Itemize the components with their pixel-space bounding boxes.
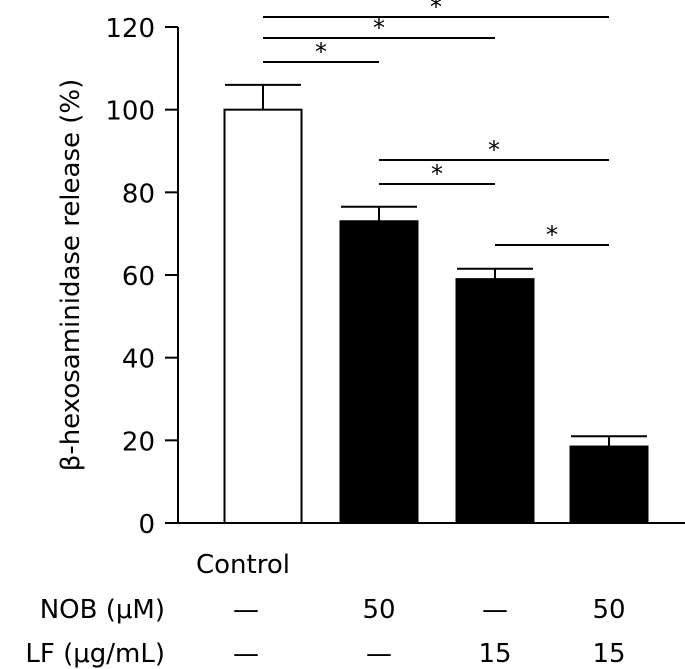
- bar: [223, 108, 303, 525]
- treatment-label: LF (μg/mL): [25, 639, 165, 669]
- treatment-value: —: [366, 639, 392, 669]
- significance-star: *: [315, 38, 327, 66]
- error-bars: [225, 83, 647, 447]
- treatment-value: 50: [592, 595, 625, 625]
- y-tick-label: 120: [105, 14, 155, 44]
- bar: [569, 445, 649, 524]
- x-category-labels: Control: [196, 550, 290, 580]
- y-axis-ticks: 0 20 40 60 80 100 120: [105, 14, 178, 540]
- significance-star: *: [488, 136, 500, 164]
- significance-star: *: [431, 160, 443, 188]
- treatment-value: 15: [592, 639, 625, 669]
- treatment-table: NOB (μM) — 50 — 50 LF (μg/mL) — — 15 15: [25, 595, 625, 669]
- bar: [339, 220, 419, 524]
- treatment-value: —: [233, 639, 259, 669]
- y-tick-label: 60: [122, 262, 155, 292]
- treatment-value: —: [233, 595, 259, 625]
- significance-star: *: [546, 221, 558, 249]
- y-axis-label: β-hexosaminidase release (%): [56, 79, 86, 472]
- x-category-label: Control: [196, 550, 290, 580]
- y-tick-label: 40: [122, 345, 155, 375]
- significance-star: *: [373, 14, 385, 42]
- y-tick-label: 20: [122, 427, 155, 457]
- significance-star: *: [430, 0, 442, 21]
- treatment-label: NOB (μM): [40, 595, 165, 625]
- treatment-value: —: [482, 595, 508, 625]
- y-tick-label: 80: [122, 179, 155, 209]
- significance-brackets: * * * * * *: [263, 0, 609, 249]
- treatment-value: 50: [362, 595, 395, 625]
- treatment-value: 15: [478, 639, 511, 669]
- bar: [455, 278, 535, 524]
- bars: [223, 108, 649, 525]
- y-tick-label: 100: [105, 97, 155, 127]
- y-tick-label: 0: [138, 510, 155, 540]
